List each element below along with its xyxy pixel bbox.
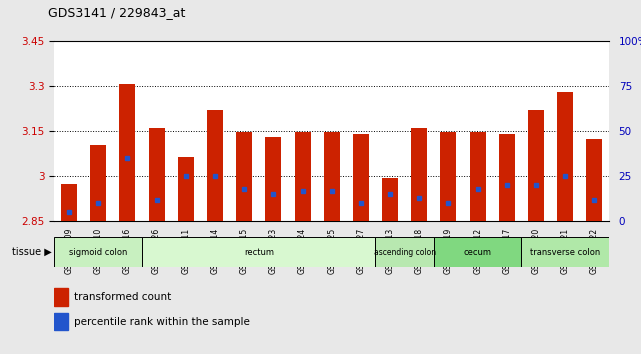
- Bar: [412, 128, 428, 221]
- Text: cecum: cecum: [463, 248, 492, 257]
- Bar: [54, 313, 69, 330]
- Bar: [61, 184, 77, 221]
- Bar: [294, 132, 310, 221]
- Bar: [90, 144, 106, 221]
- Bar: [440, 132, 456, 221]
- Bar: [353, 134, 369, 221]
- Text: ascending colon: ascending colon: [374, 248, 436, 257]
- Bar: [149, 128, 165, 221]
- Bar: [499, 134, 515, 221]
- Bar: [434, 237, 521, 267]
- Bar: [54, 237, 142, 267]
- Text: transformed count: transformed count: [74, 292, 171, 302]
- Text: sigmoid colon: sigmoid colon: [69, 248, 128, 257]
- Bar: [207, 110, 223, 221]
- Text: rectum: rectum: [244, 248, 274, 257]
- Text: percentile rank within the sample: percentile rank within the sample: [74, 317, 250, 327]
- Bar: [324, 132, 340, 221]
- Bar: [265, 137, 281, 221]
- Bar: [521, 237, 609, 267]
- Text: transverse colon: transverse colon: [530, 248, 601, 257]
- Bar: [236, 132, 252, 221]
- Bar: [54, 288, 69, 306]
- Text: tissue ▶: tissue ▶: [12, 247, 51, 257]
- Bar: [178, 156, 194, 221]
- Bar: [376, 237, 434, 267]
- Bar: [142, 237, 376, 267]
- Bar: [557, 92, 573, 221]
- Bar: [470, 132, 486, 221]
- Bar: [119, 84, 135, 221]
- Bar: [587, 138, 603, 221]
- Text: GDS3141 / 229843_at: GDS3141 / 229843_at: [48, 6, 185, 19]
- Bar: [382, 178, 398, 221]
- Bar: [528, 110, 544, 221]
